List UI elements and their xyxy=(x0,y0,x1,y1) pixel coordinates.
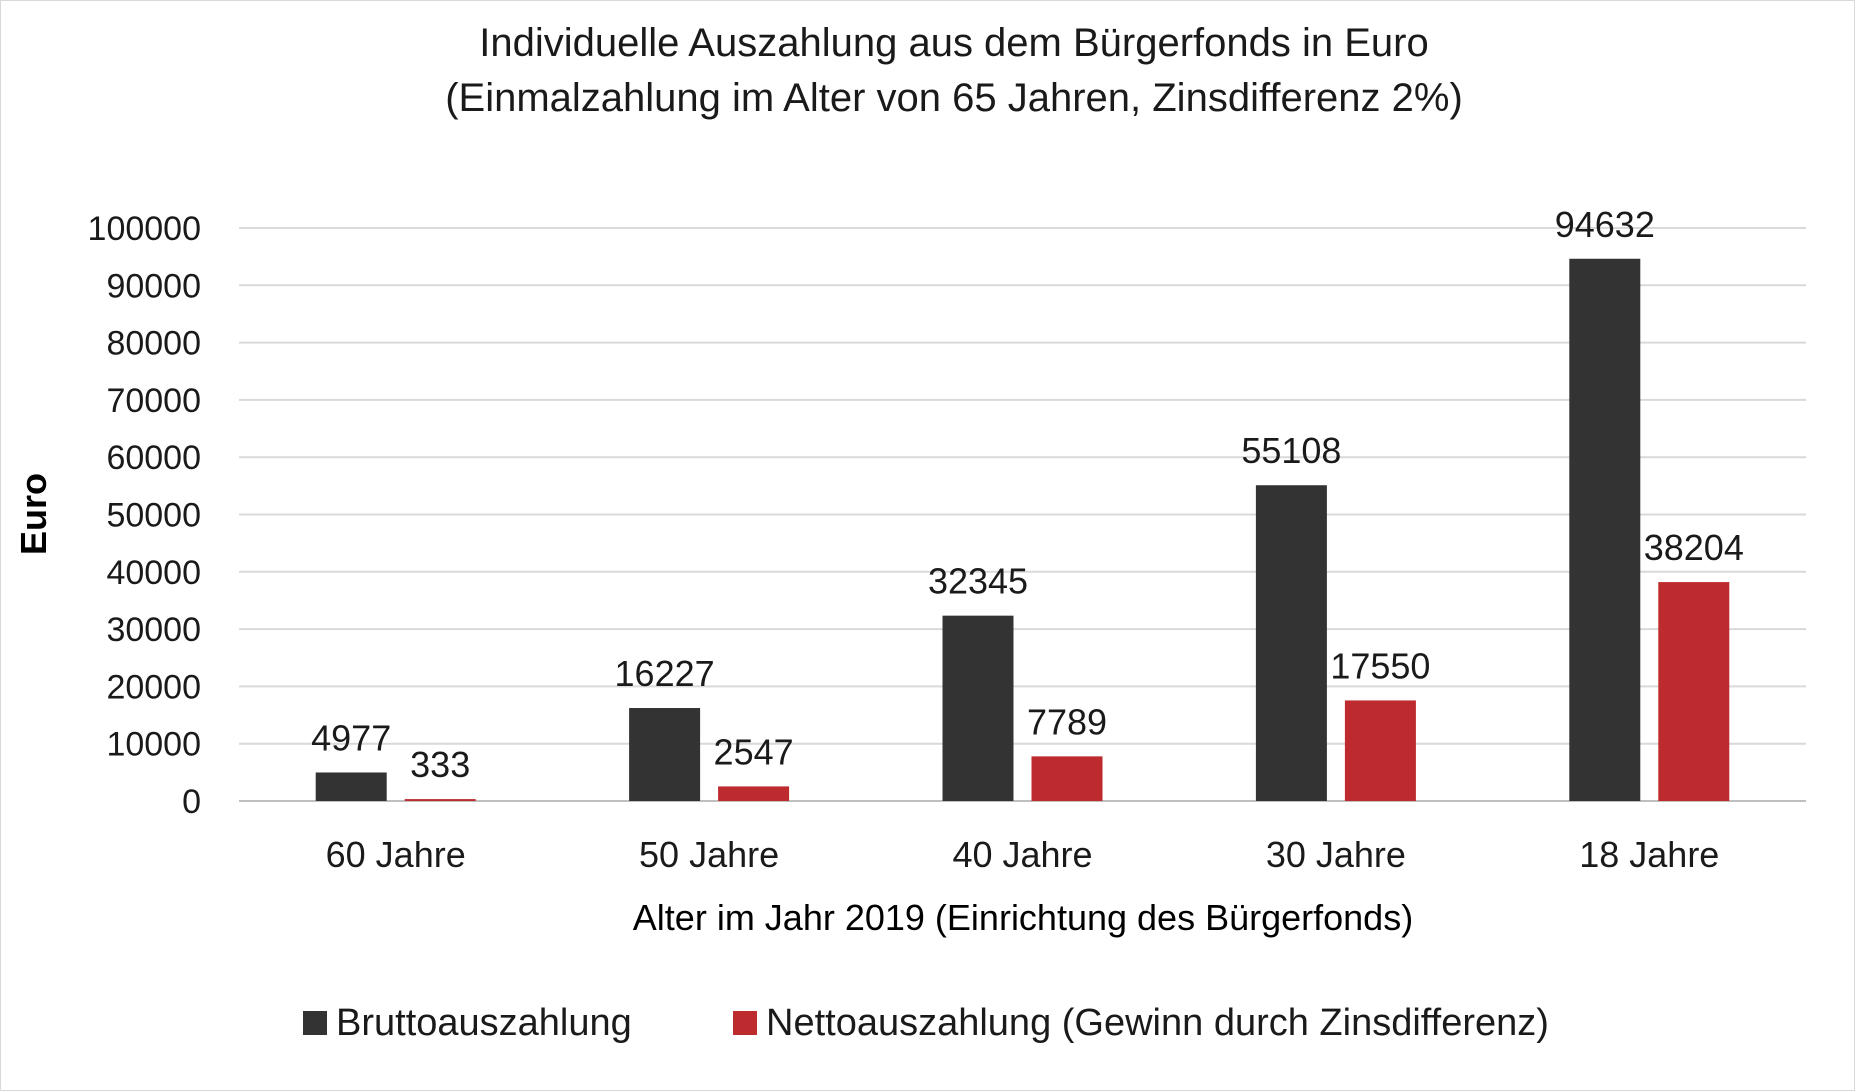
category-label: 60 Jahre xyxy=(326,834,466,875)
bar xyxy=(629,708,701,801)
legend: Bruttoauszahlung Nettoauszahlung (Gewinn … xyxy=(303,1002,1549,1044)
chart-subtitle: (Einmalzahlung im Alter von 65 Jahren, Z… xyxy=(445,76,1463,120)
bar xyxy=(1031,756,1103,801)
y-axis-title: Euro xyxy=(13,473,54,555)
y-tick-label: 70000 xyxy=(106,382,201,420)
category-labels: 60 Jahre 50 Jahre 40 Jahre 30 Jahre 18 Jahre xyxy=(326,834,1720,875)
legend-swatch xyxy=(303,1011,327,1035)
data-label: 55108 xyxy=(1241,430,1341,471)
bars xyxy=(315,258,1730,801)
category-label: 30 Jahre xyxy=(1266,834,1406,875)
bar xyxy=(1569,258,1641,801)
y-tick-label: 50000 xyxy=(106,497,201,535)
x-axis-title: Alter im Jahr 2019 (Einrichtung des Bürg… xyxy=(633,897,1413,938)
bar xyxy=(942,615,1014,801)
data-label: 2547 xyxy=(714,731,794,772)
y-tick-label: 30000 xyxy=(106,611,201,649)
bar xyxy=(718,786,790,801)
bar xyxy=(404,799,476,801)
legend-label: Bruttoauszahlung xyxy=(336,1002,632,1044)
data-label: 94632 xyxy=(1555,204,1655,245)
y-tick-label: 0 xyxy=(182,783,201,821)
data-labels: 4977 333 16227 2547 32345 7789 55108 17550 94632… xyxy=(311,204,1744,785)
y-tick-label: 80000 xyxy=(106,325,201,363)
y-tick-label: 10000 xyxy=(106,726,201,764)
data-label: 38204 xyxy=(1644,527,1744,568)
legend-label: Nettoauszahlung (Gewinn durch Zinsdiffer… xyxy=(766,1002,1549,1044)
category-label: 50 Jahre xyxy=(639,834,779,875)
data-label: 4977 xyxy=(311,717,391,758)
bar xyxy=(1658,582,1730,801)
legend-swatch xyxy=(733,1011,757,1035)
gridlines xyxy=(239,227,1806,802)
bar xyxy=(315,772,387,801)
y-tick-labels: 0 10000 20000 30000 40000 50000 60000 70000 8000… xyxy=(88,210,201,821)
bar xyxy=(1255,485,1327,801)
y-tick-label: 60000 xyxy=(106,439,201,477)
data-label: 16227 xyxy=(615,653,715,694)
data-label: 7789 xyxy=(1027,701,1107,742)
data-label: 32345 xyxy=(928,561,1028,602)
y-tick-label: 20000 xyxy=(106,668,201,706)
category-label: 40 Jahre xyxy=(952,834,1092,875)
bar xyxy=(1344,700,1416,801)
y-tick-label: 90000 xyxy=(106,267,201,305)
y-tick-label: 40000 xyxy=(106,554,201,592)
chart-title: Individuelle Auszahlung aus dem Bürgerfo… xyxy=(479,21,1429,65)
y-tick-label: 100000 xyxy=(88,210,201,248)
data-label: 17550 xyxy=(1330,645,1430,686)
category-label: 18 Jahre xyxy=(1579,834,1719,875)
data-label: 333 xyxy=(410,744,470,785)
